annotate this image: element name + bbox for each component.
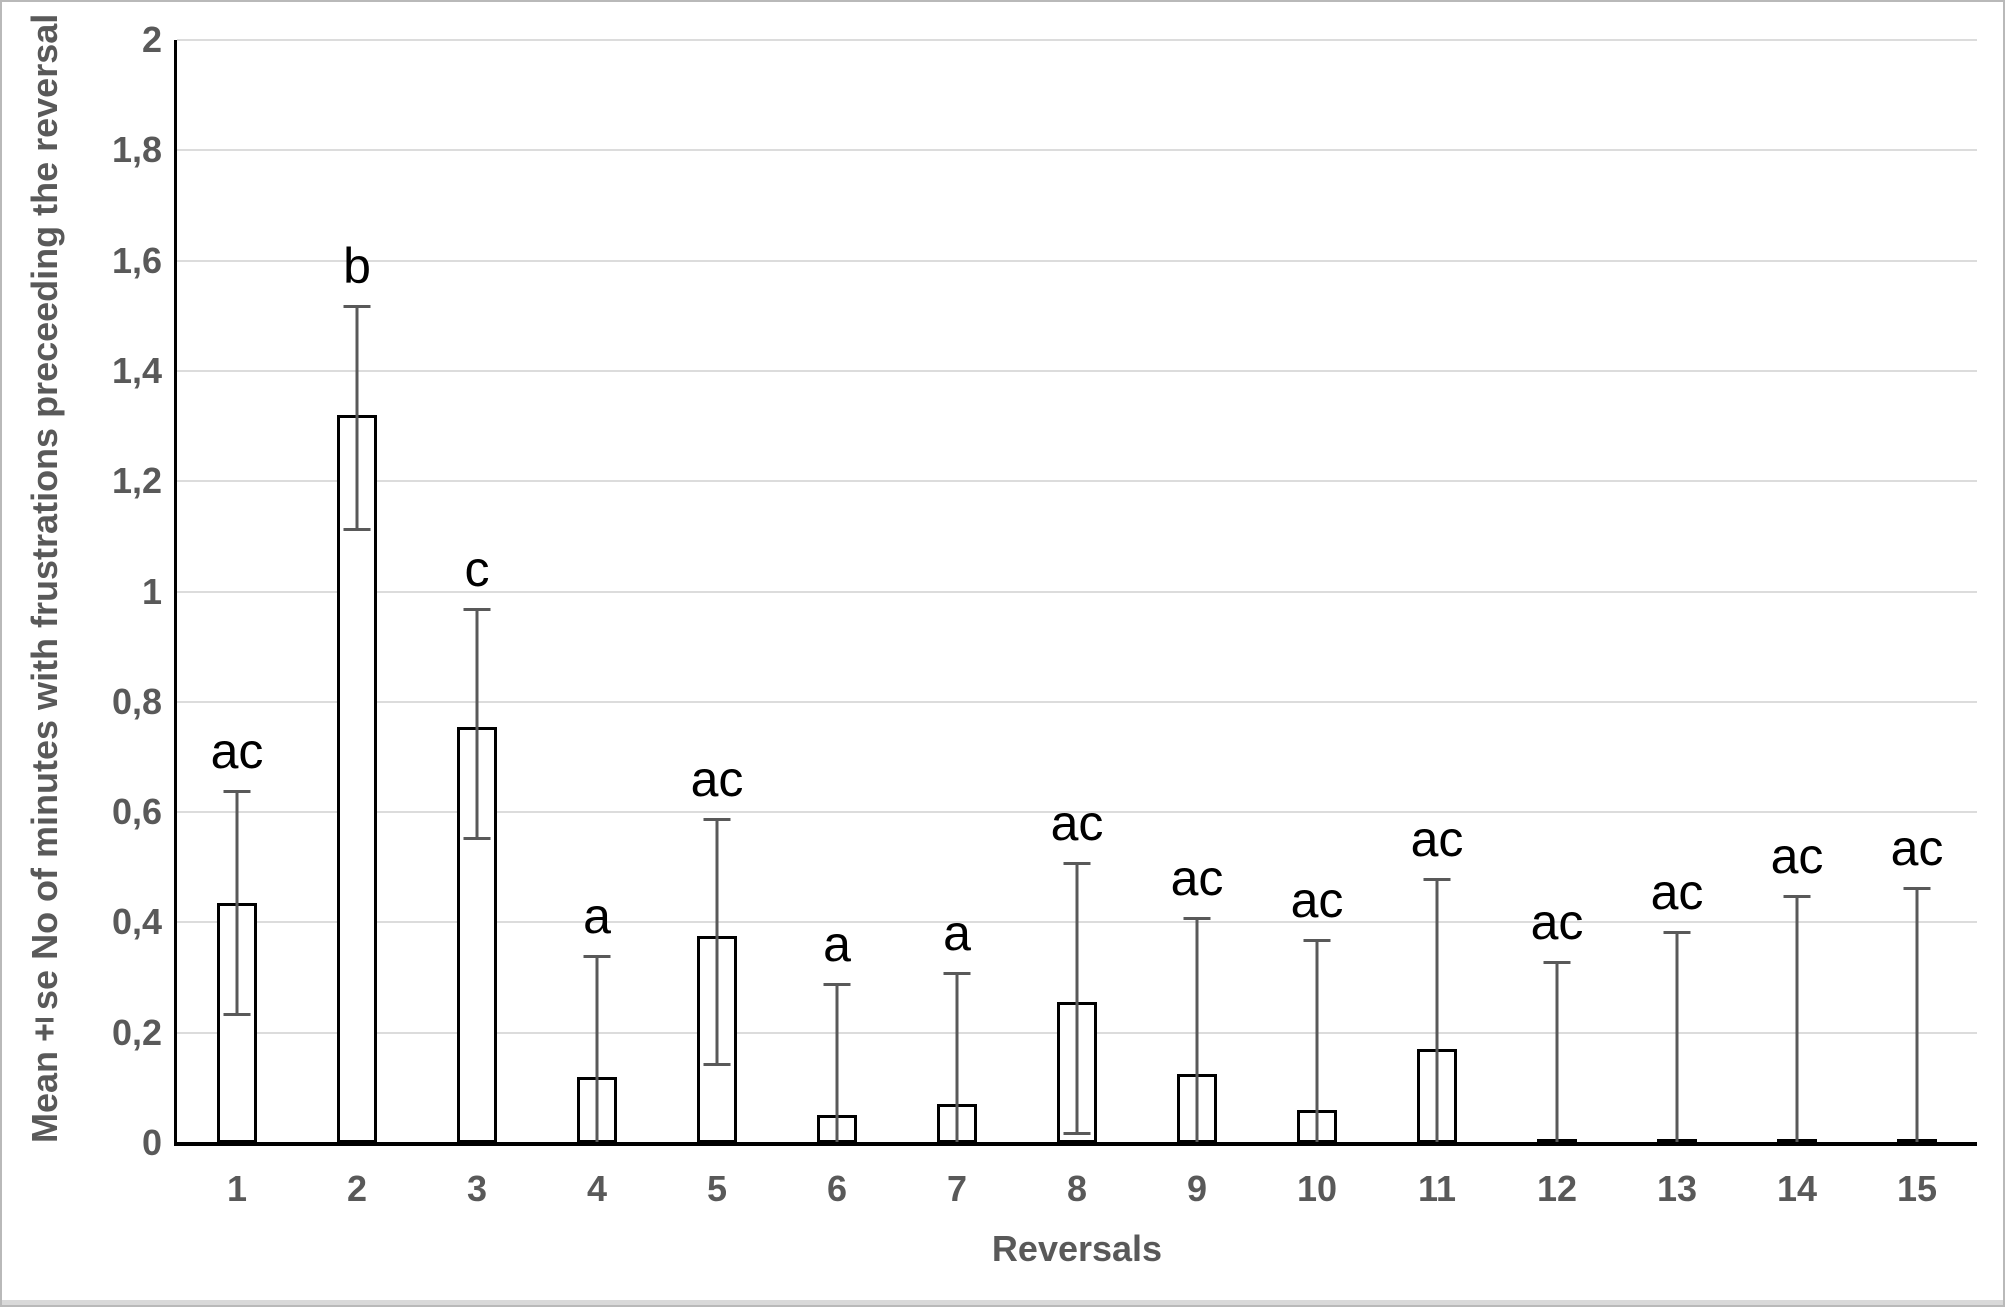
- significance-letter: a: [943, 905, 971, 962]
- error-bar-top-cap: [1423, 878, 1451, 882]
- significance-letter: ac: [1410, 811, 1464, 868]
- error-bar-line: [1915, 886, 1919, 1143]
- x-axis-tick-label: 12: [1536, 1168, 1578, 1209]
- significance-letter: ac: [1650, 863, 1704, 920]
- significance-letter: ac: [1770, 827, 1824, 884]
- gridline: [177, 259, 1977, 262]
- significance-letter: ac: [1530, 894, 1584, 950]
- error-bar-bottom-cap: [1063, 1131, 1091, 1135]
- gridline: [177, 480, 1977, 483]
- error-bar-top-cap: [1783, 894, 1811, 898]
- error-bar-line: [1675, 930, 1679, 1143]
- error-bar-line: [1795, 894, 1799, 1143]
- y-axis-tick-label: 0,6: [111, 791, 162, 833]
- y-axis-tick-label: 0: [141, 1122, 162, 1163]
- error-bar-top-cap: [463, 608, 491, 612]
- significance-letter: ac: [1890, 819, 1944, 876]
- error-bar-bottom-cap: [463, 836, 491, 840]
- error-bar-line: [595, 955, 599, 1143]
- error-bar-top-cap: [223, 790, 251, 794]
- error-bar-top-cap: [583, 955, 611, 959]
- y-axis-tick-label: 0,2: [111, 1011, 162, 1053]
- significance-letter: ac: [690, 750, 744, 807]
- x-axis-tick-label: 14: [1776, 1168, 1818, 1209]
- gridline: [177, 149, 1977, 152]
- error-bar-line: [1075, 861, 1079, 1135]
- error-bar-top-cap: [1903, 886, 1931, 890]
- error-bar-bottom-cap: [343, 527, 371, 531]
- y-axis-tick-label: 1,4: [111, 349, 162, 391]
- y-axis-title: Mean±se No of minutes with frustrations …: [24, 13, 65, 1143]
- y-axis-tick-label: 2: [141, 19, 162, 60]
- y-axis-tick-label: 0,8: [111, 680, 162, 722]
- significance-letter: ac: [1170, 849, 1224, 906]
- significance-letter: b: [343, 237, 371, 294]
- x-axis-tick-label: 10: [1296, 1168, 1338, 1209]
- error-bar-line: [475, 608, 479, 840]
- error-bar-top-cap: [823, 983, 851, 987]
- significance-letter: a: [823, 916, 851, 973]
- error-bar-top-cap: [943, 972, 971, 976]
- x-axis-tick-label: 15: [1896, 1168, 1938, 1209]
- x-axis-tick-label: 11: [1417, 1168, 1457, 1209]
- x-axis-tick-label: 3: [466, 1168, 488, 1209]
- y-axis-tick-label: 1,2: [111, 460, 162, 502]
- figure-bottom-edge: [2, 1300, 2003, 1305]
- x-axis-tick-label: 7: [946, 1168, 968, 1209]
- error-bar-line: [1555, 961, 1559, 1143]
- significance-letter: ac: [210, 723, 264, 780]
- x-axis-tick-label: 5: [706, 1168, 728, 1209]
- bar: [337, 415, 377, 1143]
- y-axis-tick-label: 0,4: [111, 901, 162, 943]
- error-bar-top-cap: [1303, 938, 1331, 942]
- error-bar-line: [235, 790, 239, 1017]
- error-bar-line: [1435, 878, 1439, 1143]
- x-axis-tick-label: 13: [1656, 1168, 1698, 1209]
- y-axis-tick-label: 1,6: [111, 239, 162, 281]
- error-bar-line: [1195, 916, 1199, 1143]
- gridline: [177, 590, 1977, 593]
- x-axis-line: [174, 1142, 1977, 1146]
- error-bar-top-cap: [1183, 916, 1211, 920]
- significance-letter: ac: [1050, 794, 1104, 851]
- significance-letter: c: [464, 541, 490, 598]
- x-axis-tick-label: 4: [586, 1168, 608, 1209]
- error-bar-line: [955, 972, 959, 1143]
- significance-letter: a: [583, 888, 611, 945]
- error-bar-top-cap: [343, 304, 371, 308]
- gridline: [177, 39, 1977, 41]
- error-bar-line: [355, 304, 359, 531]
- error-bar-top-cap: [1063, 861, 1091, 865]
- y-axis-tick-label: 1,8: [111, 129, 162, 171]
- error-bar-bottom-cap: [703, 1062, 731, 1066]
- x-axis-title: Reversals: [991, 1228, 1163, 1269]
- error-bar-top-cap: [703, 817, 731, 821]
- error-bar-top-cap: [1663, 930, 1691, 934]
- error-bar-bottom-cap: [223, 1013, 251, 1017]
- gridline: [177, 811, 1977, 814]
- x-axis-tick-label: 8: [1066, 1168, 1088, 1209]
- significance-letter: ac: [1290, 871, 1344, 928]
- y-axis-line: [174, 40, 177, 1146]
- error-bar-line: [715, 817, 719, 1066]
- error-bar-top-cap: [1543, 961, 1571, 964]
- x-axis-tick-label: 9: [1186, 1168, 1208, 1209]
- error-bar-line: [835, 983, 839, 1143]
- x-axis-tick-label: 6: [826, 1168, 848, 1209]
- gridline: [177, 369, 1977, 372]
- y-axis-tick-label: 1: [141, 570, 162, 612]
- x-axis-tick-label: 2: [346, 1168, 368, 1209]
- gridline: [177, 700, 1977, 703]
- x-axis-tick-label: 1: [226, 1168, 248, 1209]
- error-bar-line: [1315, 938, 1319, 1143]
